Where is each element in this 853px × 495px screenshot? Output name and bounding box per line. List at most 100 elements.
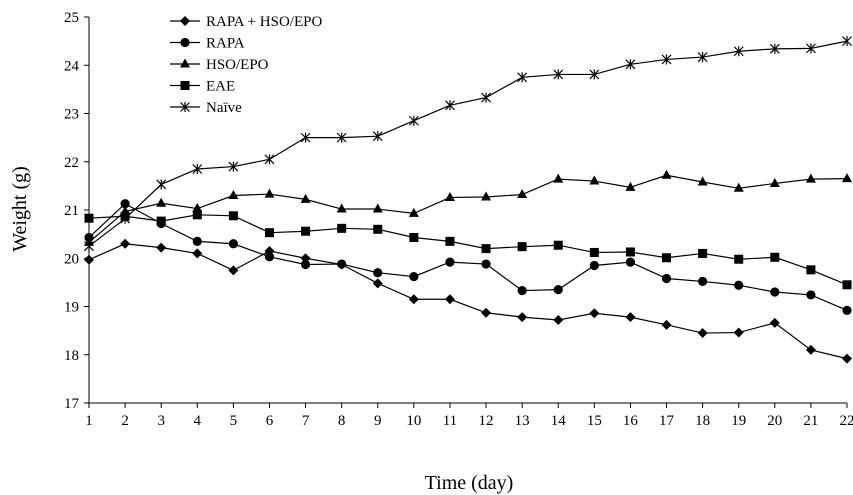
legend-marker [180, 16, 190, 26]
data-point [625, 247, 635, 257]
x-tick-label: 2 [121, 413, 129, 429]
series-4 [84, 36, 852, 252]
data-point [842, 280, 852, 290]
data-point [264, 252, 275, 262]
legend-marker [180, 58, 190, 68]
data-point [264, 228, 274, 238]
x-tick-label: 12 [479, 413, 494, 429]
data-point [661, 54, 672, 65]
data-point [120, 238, 131, 249]
data-point [697, 52, 708, 63]
x-tick-label: 16 [623, 413, 639, 429]
data-point [589, 308, 600, 319]
data-point [372, 203, 383, 213]
data-point [517, 312, 528, 323]
data-point [264, 246, 275, 257]
data-point [445, 100, 455, 111]
y-tick-label: 24 [64, 58, 80, 74]
data-point [481, 244, 491, 254]
data-point [589, 247, 599, 257]
data-point [697, 328, 708, 339]
data-point [228, 190, 239, 200]
data-point [553, 69, 564, 80]
data-point [481, 307, 492, 318]
data-point [625, 181, 636, 191]
series-line [88, 214, 848, 286]
data-point [662, 253, 672, 263]
data-point [589, 69, 600, 80]
data-point [300, 132, 311, 143]
data-point [770, 287, 780, 297]
x-tick-label: 20 [767, 413, 782, 429]
data-point [408, 207, 419, 217]
y-tick-label: 20 [64, 251, 79, 267]
data-point [806, 265, 816, 275]
data-point [517, 285, 527, 296]
data-point [445, 257, 455, 267]
data-point [698, 248, 708, 258]
data-point [408, 294, 419, 305]
y-tick-label: 25 [64, 10, 79, 26]
y-tick-label: 17 [64, 396, 80, 412]
data-point [120, 199, 130, 209]
data-point [264, 154, 275, 165]
x-tick-label: 9 [374, 413, 382, 429]
data-point [805, 173, 816, 183]
data-point [589, 260, 599, 271]
data-point [192, 210, 202, 220]
y-tick-label: 22 [64, 155, 79, 171]
legend-label: RAPA + HSO/EPO [206, 14, 322, 30]
x-tick-label: 4 [194, 413, 202, 429]
legend-label: EAE [206, 79, 235, 95]
x-tick-label: 6 [266, 413, 274, 429]
data-point [192, 163, 203, 174]
x-tick-label: 18 [695, 413, 710, 429]
data-point [264, 188, 275, 198]
data-point [84, 241, 94, 252]
data-point [769, 317, 780, 328]
legend-item-4: Naïve [170, 100, 242, 116]
data-point [409, 271, 419, 282]
data-point [661, 273, 672, 284]
data-point [301, 226, 311, 236]
data-point [228, 265, 239, 276]
data-point [192, 203, 203, 213]
x-tick-label: 13 [515, 413, 530, 429]
data-point [192, 248, 203, 259]
data-point [372, 278, 383, 289]
x-tick-label: 15 [587, 413, 602, 429]
data-point [769, 177, 780, 187]
data-point [445, 236, 455, 246]
data-point [698, 276, 708, 287]
x-tick-label: 14 [551, 413, 567, 429]
data-point [228, 211, 238, 221]
y-tick-label: 19 [64, 300, 79, 316]
x-tick-label: 10 [406, 413, 421, 429]
data-point [300, 259, 311, 270]
legend-item-1: RAPA [170, 36, 245, 52]
data-point [444, 294, 455, 305]
series-line [88, 40, 848, 247]
data-point [697, 176, 708, 186]
x-tick-label: 11 [443, 413, 457, 429]
data-point [481, 92, 491, 103]
series-2 [84, 169, 852, 246]
x-tick-label: 8 [338, 413, 346, 429]
data-point [373, 224, 383, 234]
data-point [769, 43, 780, 54]
y-axis-title: Weight (g) [9, 166, 31, 252]
series-3 [84, 210, 852, 290]
data-point [553, 240, 563, 250]
data-point [553, 315, 564, 326]
legend-marker [180, 37, 190, 48]
series-line [88, 174, 848, 243]
data-point [625, 312, 636, 323]
data-point [734, 280, 744, 290]
data-point [517, 242, 527, 252]
data-point [553, 173, 564, 183]
data-point [553, 285, 563, 295]
data-point [156, 179, 167, 190]
data-point [84, 254, 94, 265]
data-point [806, 290, 816, 300]
data-point [337, 259, 347, 269]
